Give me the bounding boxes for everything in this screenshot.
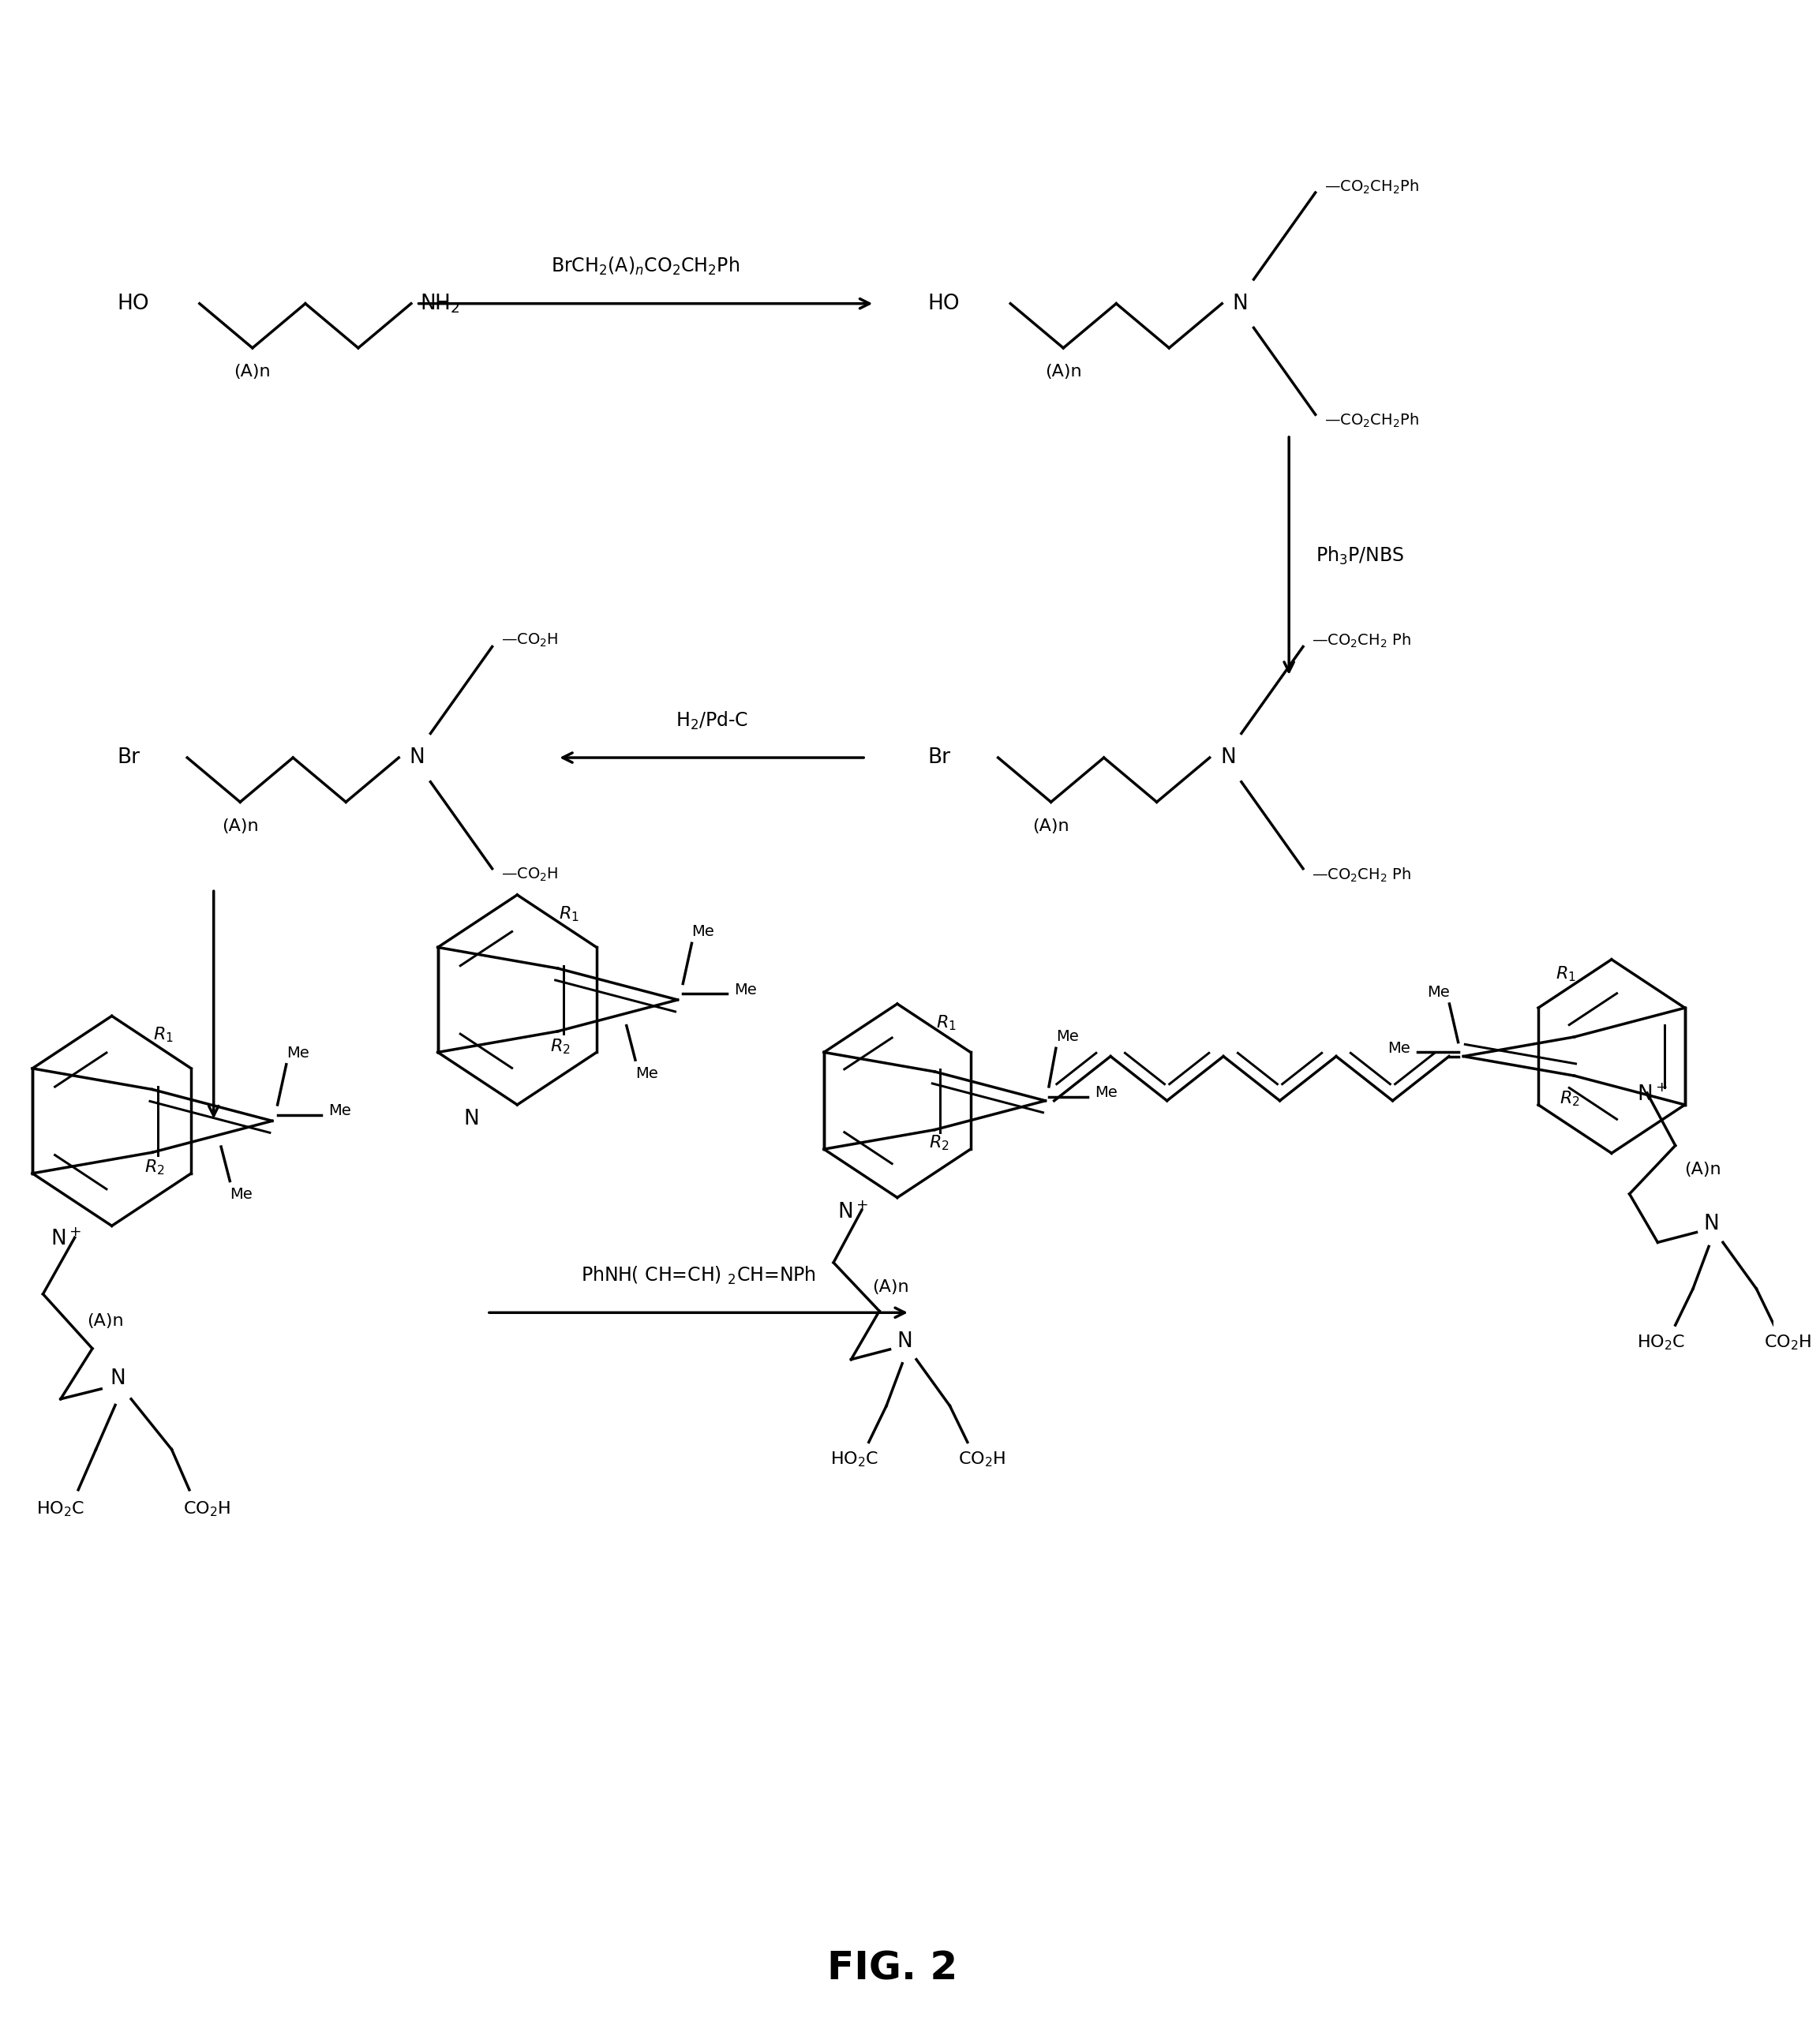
Text: N: N [410,747,424,767]
Text: Me: Me [1427,985,1449,1000]
Text: $R_2$: $R_2$ [144,1159,166,1177]
Text: $R_1$: $R_1$ [935,1014,957,1032]
Text: (A)n: (A)n [1045,363,1081,379]
Text: —CO$_2$H: —CO$_2$H [501,632,559,649]
Text: —CO$_2$H: —CO$_2$H [501,867,559,883]
Text: —CO$_2$CH$_2$ Ph: —CO$_2$CH$_2$ Ph [1312,865,1412,883]
Text: N: N [1219,747,1236,767]
Text: NH$_2$: NH$_2$ [420,292,460,314]
Text: $R_1$: $R_1$ [559,904,579,924]
Text: N: N [1704,1214,1720,1234]
Text: Me: Me [229,1187,253,1202]
Text: H$_2$/Pd-C: H$_2$/Pd-C [675,710,748,732]
Text: Br: Br [928,747,950,767]
Text: (A)n: (A)n [235,363,271,379]
Text: N: N [109,1369,126,1389]
Text: CO$_2$H: CO$_2$H [957,1450,1005,1469]
Text: Br: Br [116,747,140,767]
Text: Me: Me [1389,1040,1411,1057]
Text: N$^+$: N$^+$ [51,1230,82,1251]
Text: (A)n: (A)n [872,1279,908,1295]
Text: Ph$_3$P/NBS: Ph$_3$P/NBS [1316,545,1403,567]
Text: PhNH( CH=CH) $_2$CH=NPh: PhNH( CH=CH) $_2$CH=NPh [581,1265,815,1287]
Text: —CO$_2$CH$_2$ Ph: —CO$_2$CH$_2$ Ph [1312,632,1412,649]
Text: (A)n: (A)n [222,818,258,834]
Text: $R_2$: $R_2$ [928,1134,950,1153]
Text: HO$_2$C: HO$_2$C [36,1499,86,1518]
Text: N: N [897,1330,912,1353]
Text: CO$_2$H: CO$_2$H [1764,1334,1813,1353]
Text: N: N [1232,294,1249,314]
Text: $R_1$: $R_1$ [153,1026,173,1044]
Text: $R_2$: $R_2$ [550,1036,570,1055]
Text: Me: Me [692,924,715,938]
Text: HO: HO [116,294,149,314]
Text: N: N [464,1108,479,1128]
Text: Me: Me [1094,1085,1117,1100]
Text: HO: HO [928,294,959,314]
Text: CO$_2$H: CO$_2$H [184,1499,231,1518]
Text: $R_1$: $R_1$ [1556,965,1576,983]
Text: FIG. 2: FIG. 2 [826,1950,957,1987]
Text: Me: Me [635,1067,659,1081]
Text: BrCH$_2$(A)$_n$CO$_2$CH$_2$Ph: BrCH$_2$(A)$_n$CO$_2$CH$_2$Ph [551,255,741,277]
Text: —CO$_2$CH$_2$Ph: —CO$_2$CH$_2$Ph [1325,412,1420,430]
Text: HO$_2$C: HO$_2$C [830,1450,879,1469]
Text: $R_2$: $R_2$ [1560,1089,1580,1108]
Text: Me: Me [733,981,757,998]
Text: Me: Me [286,1044,309,1061]
Text: (A)n: (A)n [87,1314,124,1330]
Text: HO$_2$C: HO$_2$C [1636,1334,1685,1353]
Text: N$^+$: N$^+$ [1636,1085,1667,1106]
Text: Me: Me [329,1104,351,1118]
Text: —CO$_2$CH$_2$Ph: —CO$_2$CH$_2$Ph [1325,177,1420,196]
Text: Me: Me [1056,1030,1079,1044]
Text: N$^+$: N$^+$ [837,1202,868,1222]
Text: (A)n: (A)n [1032,818,1070,834]
Text: (A)n: (A)n [1684,1163,1722,1177]
